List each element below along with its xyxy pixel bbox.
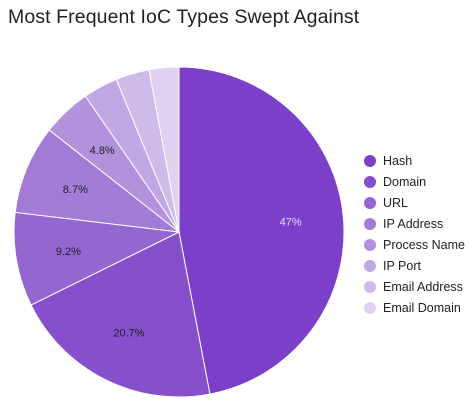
legend-label: URL <box>383 195 409 210</box>
pie-slice-url[interactable] <box>13 211 181 306</box>
pie-slices <box>13 66 345 398</box>
slice-value-label-ip-address: 8.7% <box>63 184 88 196</box>
legend-swatch <box>364 238 376 251</box>
slice-value-label-domain: 20.7% <box>113 327 144 339</box>
chart-title: Most Frequent IoC Types Swept Against <box>8 6 360 28</box>
slice-value-label-hash: 47% <box>280 216 302 228</box>
legend-item-email-address[interactable]: Email Address <box>364 276 465 297</box>
legend-swatch <box>364 259 376 272</box>
legend-swatch <box>364 301 376 314</box>
legend-item-process-name[interactable]: Process Name <box>364 234 465 255</box>
legend-label: Process Name <box>383 237 465 252</box>
pie-labels: 47% 20.7% 9.2% 8.7% 4.8% <box>56 145 302 339</box>
legend-item-url[interactable]: URL <box>364 192 465 213</box>
legend-item-ip-port[interactable]: IP Port <box>364 255 465 276</box>
legend-label: Email Domain <box>383 300 461 315</box>
legend-swatch <box>364 217 376 230</box>
legend-item-domain[interactable]: Domain <box>364 171 465 192</box>
legend-label: IP Address <box>383 216 444 231</box>
legend-swatch <box>364 280 376 293</box>
pie-slice-email-domain[interactable] <box>148 66 180 233</box>
legend-swatch <box>364 175 376 188</box>
pie-slice-hash[interactable] <box>178 66 345 395</box>
slice-value-label-url: 9.2% <box>56 246 81 258</box>
legend-label: Domain <box>383 174 427 189</box>
slice-value-label-process-name: 4.8% <box>90 145 115 157</box>
legend-swatch <box>364 196 376 209</box>
legend-label: IP Port <box>383 258 421 273</box>
legend-label: Email Address <box>383 279 463 294</box>
legend-item-hash[interactable]: Hash <box>364 150 465 171</box>
legend-item-ip-address[interactable]: IP Address <box>364 213 465 234</box>
legend-swatch <box>364 154 376 167</box>
pie-slice-ip-address[interactable] <box>14 129 181 233</box>
chart-legend: Hash Domain URL IP Address Process Name IP Po… <box>364 150 465 318</box>
pie-slice-domain[interactable] <box>30 231 211 398</box>
legend-label: Hash <box>383 153 413 168</box>
legend-item-email-domain[interactable]: Email Domain <box>364 297 465 318</box>
